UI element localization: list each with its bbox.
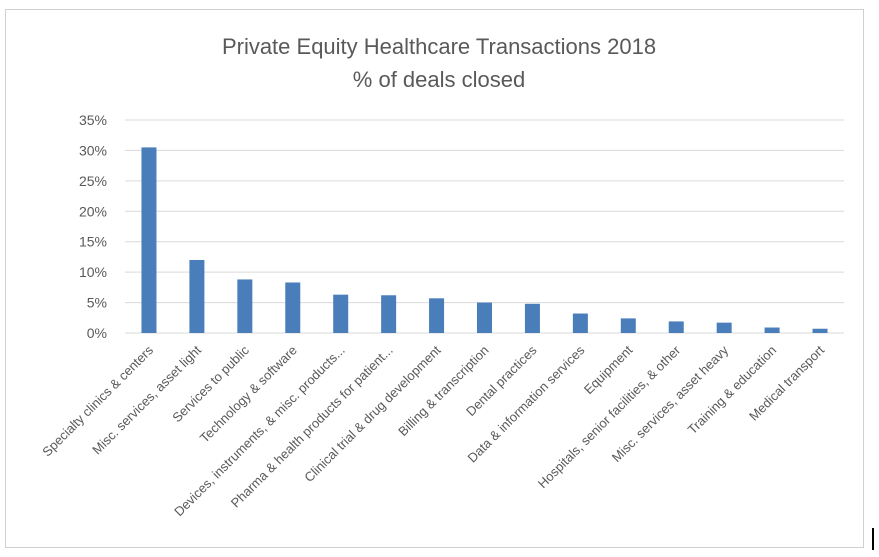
bar	[477, 302, 492, 333]
bar-chart: Private Equity Healthcare Transactions 2…	[39, 34, 844, 519]
bar	[285, 282, 301, 333]
chart-subtitle: % of deals closed	[353, 67, 525, 92]
x-tick-label: Devices, instruments, & misc. products..…	[171, 343, 348, 520]
bar	[333, 294, 349, 333]
x-tick-label: Training & education	[685, 343, 780, 438]
y-tick-label: 10%	[79, 264, 107, 280]
gridlines	[125, 119, 844, 334]
bar	[620, 318, 636, 333]
chart-title: Private Equity Healthcare Transactions 2…	[222, 34, 656, 59]
bar	[141, 147, 157, 333]
bar	[572, 313, 588, 333]
y-tick-label: 15%	[79, 234, 107, 250]
x-tick-label: Billing & transcription	[395, 343, 491, 439]
bar	[381, 295, 397, 333]
bar	[524, 303, 540, 333]
bar	[189, 259, 205, 333]
y-axis-tick-labels: 0% 5% 10% 15% 20% 25% 30% 35%	[79, 112, 107, 341]
y-tick-label: 20%	[79, 203, 107, 219]
bar	[812, 328, 828, 333]
bars	[141, 147, 828, 333]
text-cursor-icon	[872, 528, 874, 550]
y-tick-label: 5%	[87, 295, 107, 311]
chart-area: Private Equity Healthcare Transactions 2…	[5, 9, 864, 548]
bar	[668, 321, 684, 333]
bar	[429, 298, 445, 333]
y-tick-label: 25%	[79, 173, 107, 189]
bar	[237, 279, 253, 333]
y-tick-label: 30%	[79, 142, 107, 158]
y-tick-label: 35%	[79, 112, 107, 128]
bar	[716, 322, 732, 333]
bar	[764, 327, 780, 333]
y-tick-label: 0%	[87, 325, 107, 341]
